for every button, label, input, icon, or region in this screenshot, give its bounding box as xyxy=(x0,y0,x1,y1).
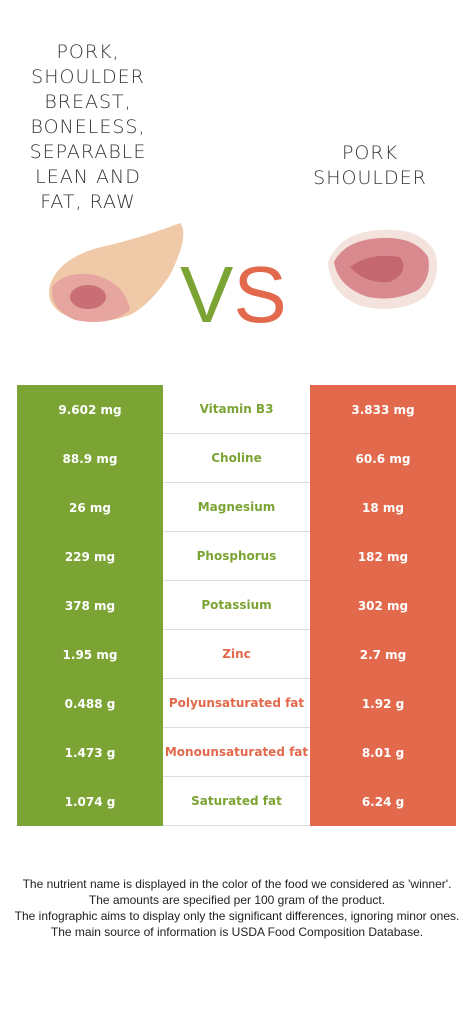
left-value: 1.074 g xyxy=(17,777,163,826)
right-value: 2.7 mg xyxy=(310,630,456,679)
vs-s: S xyxy=(233,250,287,339)
left-value: 378 mg xyxy=(17,581,163,630)
footer: The nutrient name is displayed in the co… xyxy=(14,876,460,940)
right-value: 182 mg xyxy=(310,532,456,581)
right-value: 1.92 g xyxy=(310,679,456,728)
footer-note: The main source of information is USDA F… xyxy=(50,925,424,939)
right-value: 60.6 mg xyxy=(310,434,456,483)
vs-label: VS xyxy=(180,250,287,340)
right-title: PORK SHOULDER xyxy=(313,142,427,189)
right-food-image xyxy=(328,229,438,310)
right-value: 18 mg xyxy=(310,483,456,532)
table-row: 1.95 mg Zinc 2.7 mg xyxy=(17,630,457,679)
comparison-table: 9.602 mg Vitamin B3 3.833 mg 88.9 mg Choline… xyxy=(17,385,457,826)
left-value: 88.9 mg xyxy=(17,434,163,483)
left-food-image xyxy=(49,223,184,323)
left-value: 1.473 g xyxy=(17,728,163,777)
nutrient-name: Phosphorus xyxy=(163,532,310,581)
left-value: 26 mg xyxy=(17,483,163,532)
left-value: 1.95 mg xyxy=(17,630,163,679)
left-value: 0.488 g xyxy=(17,679,163,728)
right-value: 3.833 mg xyxy=(310,385,456,434)
right-value: 8.01 g xyxy=(310,728,456,777)
nutrient-name: Zinc xyxy=(163,630,310,679)
table-row: 9.602 mg Vitamin B3 3.833 mg xyxy=(17,385,457,434)
table-row: 0.488 g Polyunsaturated fat 1.92 g xyxy=(17,679,457,728)
left-title: PORK, SHOULDER BREAST, BONELESS, SEPARAB… xyxy=(29,41,147,213)
left-value: 229 mg xyxy=(17,532,163,581)
nutrient-name: Vitamin B3 xyxy=(163,385,310,434)
table-row: 229 mg Phosphorus 182 mg xyxy=(17,532,457,581)
nutrient-name: Choline xyxy=(163,434,310,483)
table-row: 26 mg Magnesium 18 mg xyxy=(17,483,457,532)
nutrient-name: Potassium xyxy=(163,581,310,630)
left-value: 9.602 mg xyxy=(17,385,163,434)
nutrient-name: Polyunsaturated fat xyxy=(163,679,310,728)
nutrient-name: Monounsaturated fat xyxy=(163,728,310,777)
vs-v: V xyxy=(180,250,234,339)
footer-note: The infographic aims to display only the… xyxy=(14,909,460,923)
right-value: 6.24 g xyxy=(310,777,456,826)
right-value: 302 mg xyxy=(310,581,456,630)
table-row: 88.9 mg Choline 60.6 mg xyxy=(17,434,457,483)
table-row: 1.074 g Saturated fat 6.24 g xyxy=(17,777,457,826)
footer-note: The nutrient name is displayed in the co… xyxy=(22,877,452,891)
nutrient-name: Saturated fat xyxy=(163,777,310,826)
table-row: 1.473 g Monounsaturated fat 8.01 g xyxy=(17,728,457,777)
nutrient-name: Magnesium xyxy=(163,483,310,532)
footer-note: The amounts are specified per 100 gram o… xyxy=(88,893,386,907)
table-row: 378 mg Potassium 302 mg xyxy=(17,581,457,630)
